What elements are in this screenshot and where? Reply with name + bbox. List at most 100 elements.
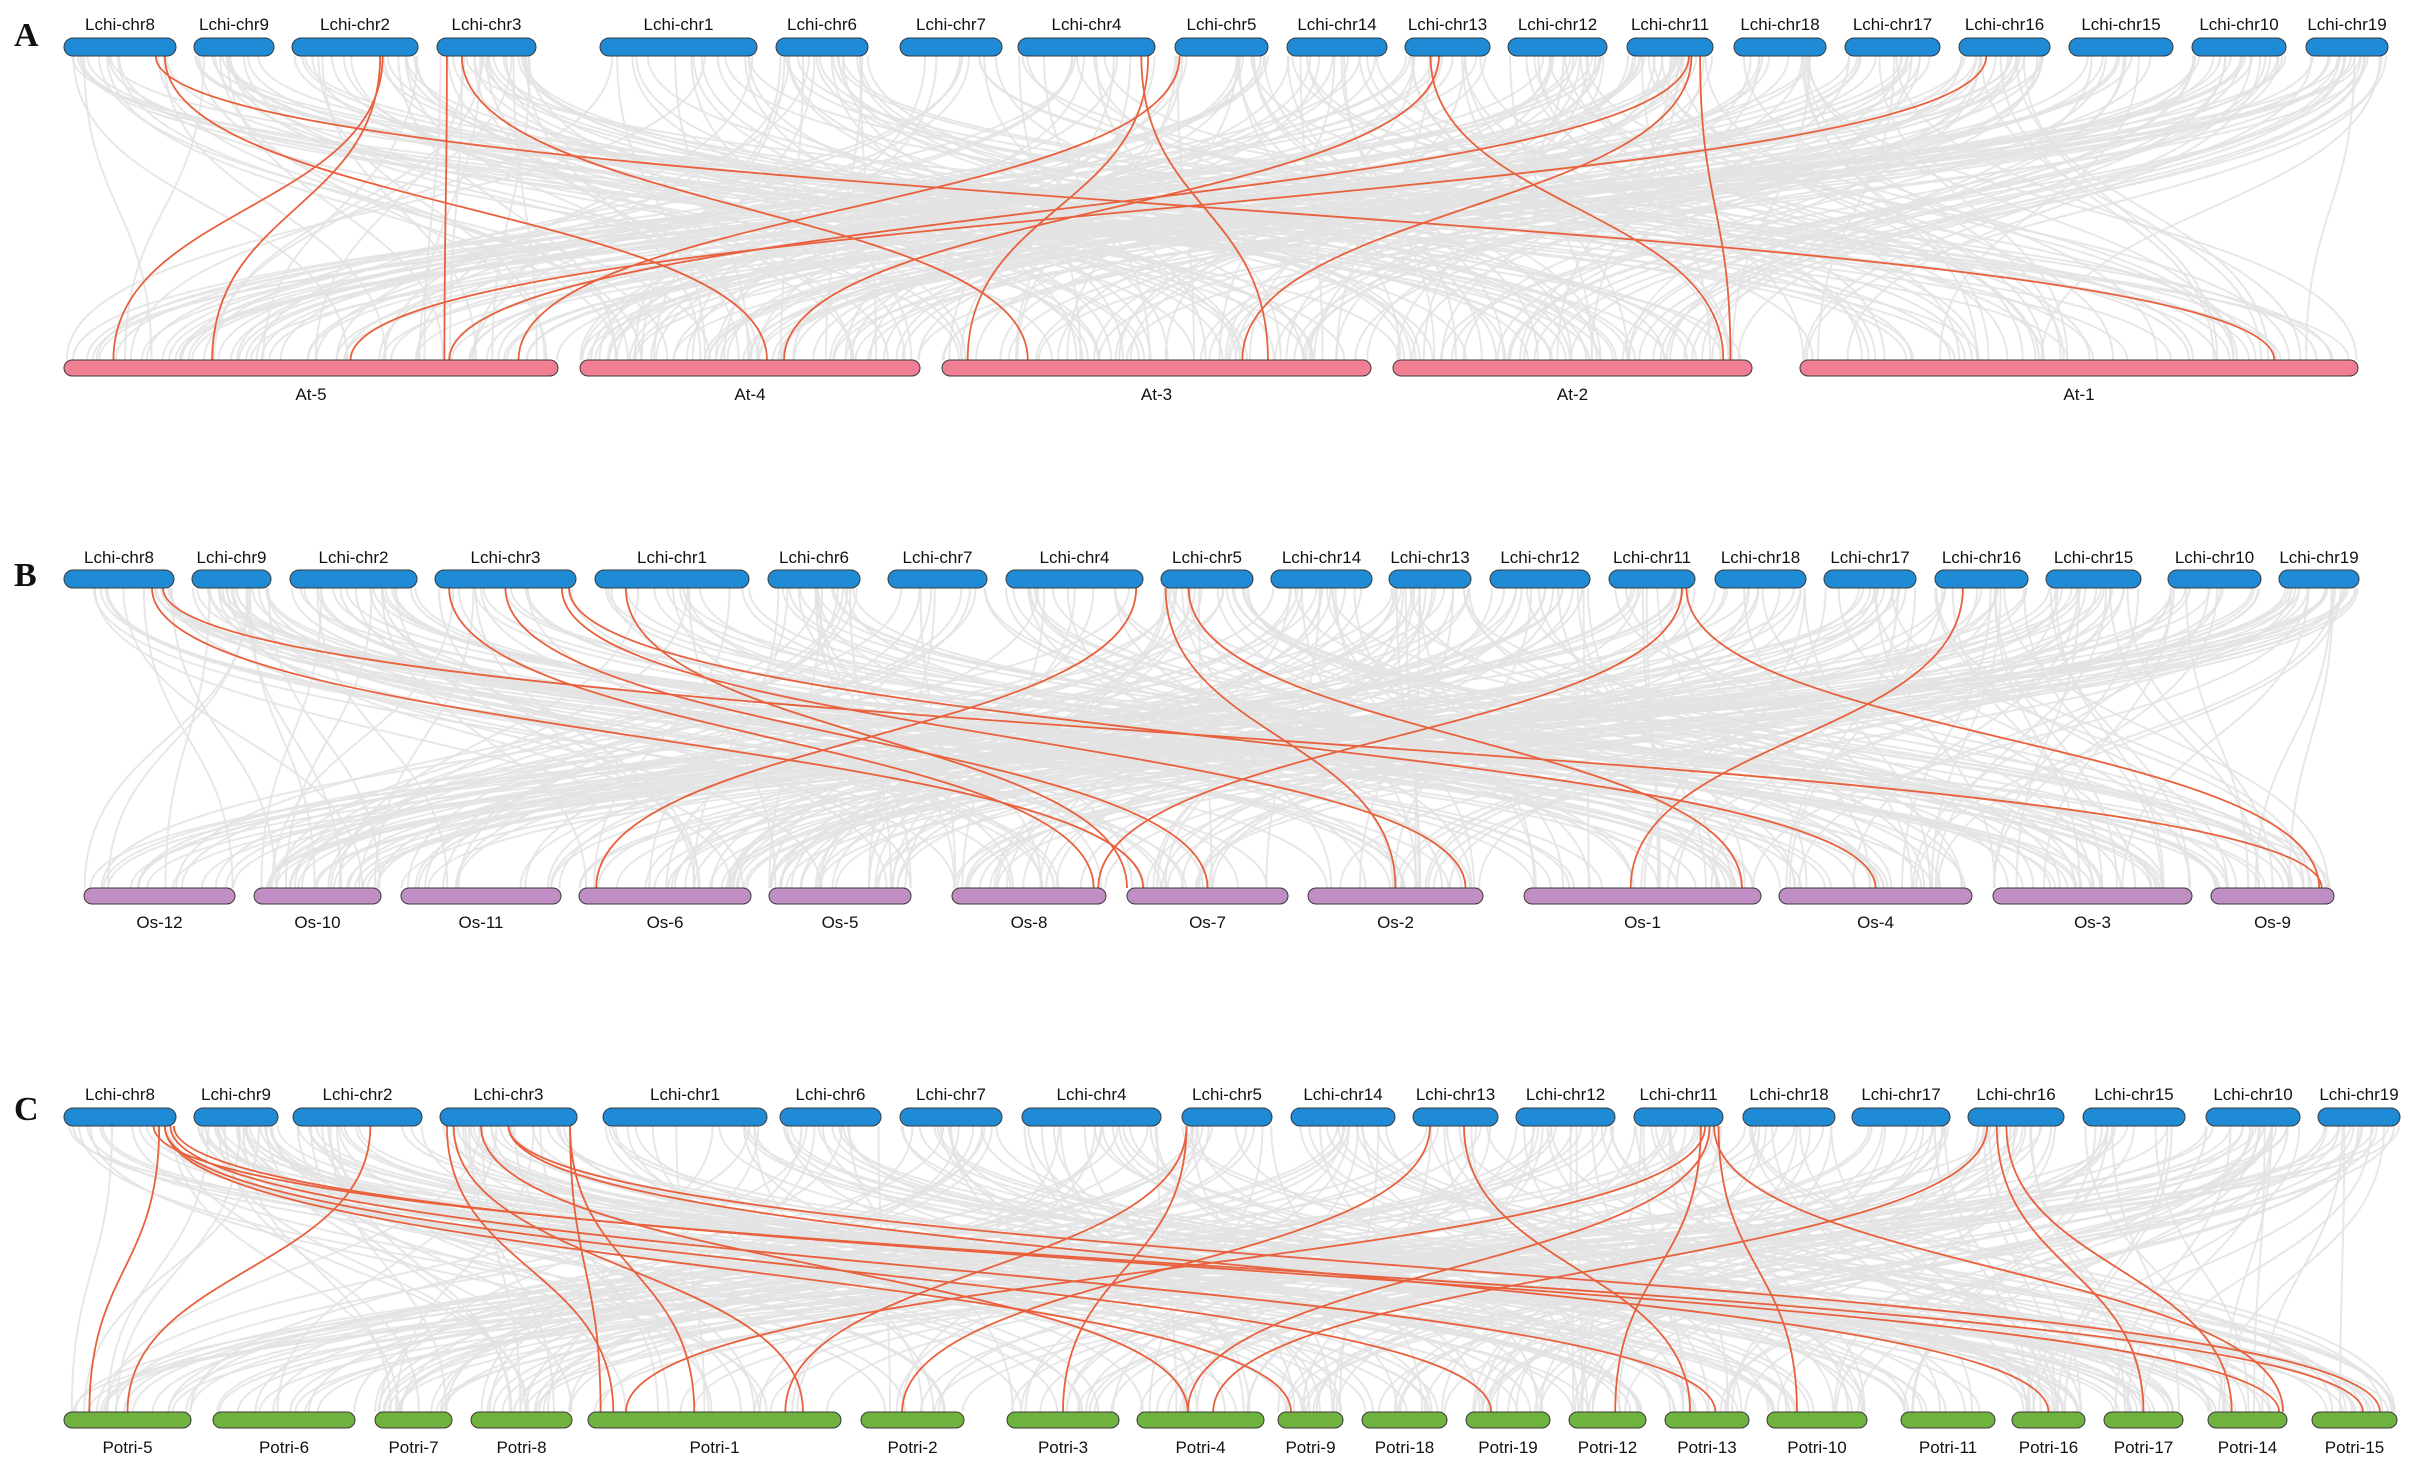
background-link <box>1704 55 2045 361</box>
background-link <box>1750 1125 2396 1413</box>
chromosome-bar-bottom <box>83 887 236 905</box>
chromosome-bar-top <box>2045 569 2142 589</box>
chromosome-label-bottom: Potri-10 <box>1787 1438 1847 1457</box>
highlighted-link <box>163 55 768 361</box>
background-link <box>1938 55 2140 361</box>
background-link <box>376 587 1224 889</box>
background-link <box>783 1125 1810 1413</box>
background-link <box>366 587 2290 889</box>
background-link <box>732 587 1363 889</box>
background-link <box>836 55 2278 361</box>
background-link <box>1035 55 1982 361</box>
background-link <box>2339 1125 2346 1413</box>
chromosome-bar-bottom <box>579 359 921 377</box>
chromosome-bar-top <box>1844 37 1941 57</box>
highlighted-link <box>452 1125 804 1413</box>
background-link <box>242 1125 392 1413</box>
background-link <box>129 587 2079 889</box>
chromosome-bar-top <box>63 37 177 57</box>
background-link <box>100 587 1130 889</box>
chromosome-bar-top <box>1633 1107 1724 1127</box>
chromosome-label-top: Lchi-chr8 <box>85 1085 155 1104</box>
highlighted-link <box>151 587 1144 889</box>
background-link <box>442 587 921 889</box>
background-link <box>1225 587 1964 889</box>
chromosome-label-bottom: Potri-18 <box>1375 1438 1435 1457</box>
background-link <box>1993 587 2081 889</box>
chromosome-label-bottom: At-5 <box>295 385 326 404</box>
chromosome-label-top: Lchi-chr13 <box>1408 15 1487 34</box>
highlighted-link <box>595 587 1138 889</box>
chromosome-bar-top <box>1412 1107 1499 1127</box>
background-link <box>196 587 1697 889</box>
background-link <box>397 55 617 361</box>
chromosome-bar-top <box>599 37 758 57</box>
background-link <box>1669 1125 2029 1413</box>
background-link <box>1600 1125 2083 1413</box>
chromosome-label-top: Lchi-chr3 <box>471 548 541 567</box>
background-link <box>235 587 1735 889</box>
chromosome-bar-top <box>594 569 750 589</box>
background-link <box>1129 55 1664 361</box>
background-link <box>2015 587 2081 889</box>
chromosome-label-bottom: Os-11 <box>458 913 503 932</box>
background-link <box>558 1125 1676 1413</box>
background-link <box>779 55 805 361</box>
highlighted-link <box>349 55 1988 361</box>
background-link <box>1539 1125 2273 1413</box>
chromosome-bar-top <box>2317 1107 2401 1127</box>
background-link <box>1478 587 1979 889</box>
chromosome-label-bottom: At-3 <box>1141 385 1172 404</box>
background-link <box>314 55 466 361</box>
background-link <box>1039 587 1291 889</box>
chromosome-bar-bottom <box>768 887 912 905</box>
background-link <box>737 587 1947 889</box>
chromosome-bar-top <box>289 569 418 589</box>
background-link <box>1354 55 2044 361</box>
background-link <box>1533 55 2272 361</box>
chromosome-label-bottom: Potri-9 <box>1285 1438 1335 1457</box>
chromosome-label-top: Lchi-chr16 <box>1965 15 2044 34</box>
background-link <box>776 55 2121 361</box>
chromosome-label-top: Lchi-chr10 <box>2213 1085 2292 1104</box>
highlighted-link <box>88 1125 161 1413</box>
background-links <box>65 55 2387 361</box>
background-link <box>124 55 205 361</box>
chromosome-label-top: Lchi-chr10 <box>2175 548 2254 567</box>
chromosome-bar-bottom <box>1307 887 1484 905</box>
highlighted-link <box>446 1125 615 1413</box>
highlighted-links <box>112 55 2276 361</box>
background-link <box>1683 55 2313 361</box>
background-link <box>377 1125 1149 1413</box>
chromosome-bar-top <box>779 1107 882 1127</box>
background-link <box>1231 587 2305 889</box>
background-link <box>1640 587 1827 889</box>
background-link <box>579 587 2255 889</box>
highlighted-link <box>1097 587 1683 889</box>
chromosome-label-bottom: Os-10 <box>294 913 340 932</box>
chromosome-label-top: Lchi-chr7 <box>916 15 986 34</box>
background-link <box>1458 1125 2211 1413</box>
background-link <box>122 587 364 889</box>
highlighted-link <box>162 587 2323 889</box>
chromosome-label-top: Lchi-chr10 <box>2199 15 2278 34</box>
background-link <box>106 55 619 361</box>
highlighted-link <box>1164 587 1397 889</box>
background-link <box>1394 587 2125 889</box>
background-link <box>1665 55 2227 361</box>
chromosome-label-top: Lchi-chr17 <box>1861 1085 1940 1104</box>
background-link <box>293 587 845 889</box>
background-link <box>145 55 1269 361</box>
background-link <box>1934 587 2108 889</box>
background-link <box>245 587 343 889</box>
background-link <box>616 55 706 361</box>
chromosome-bar-bottom <box>212 1411 356 1429</box>
background-link <box>343 55 2287 361</box>
chromosome-bar-bottom <box>253 887 382 905</box>
background-link <box>248 1125 1796 1413</box>
chromosome-label-top: Lchi-chr4 <box>1057 1085 1127 1104</box>
chromosome-label-bottom: At-4 <box>734 385 765 404</box>
chromosome-bar-top <box>436 37 537 57</box>
chromosome-bar-top <box>2082 1107 2186 1127</box>
highlighted-link <box>448 55 1690 361</box>
